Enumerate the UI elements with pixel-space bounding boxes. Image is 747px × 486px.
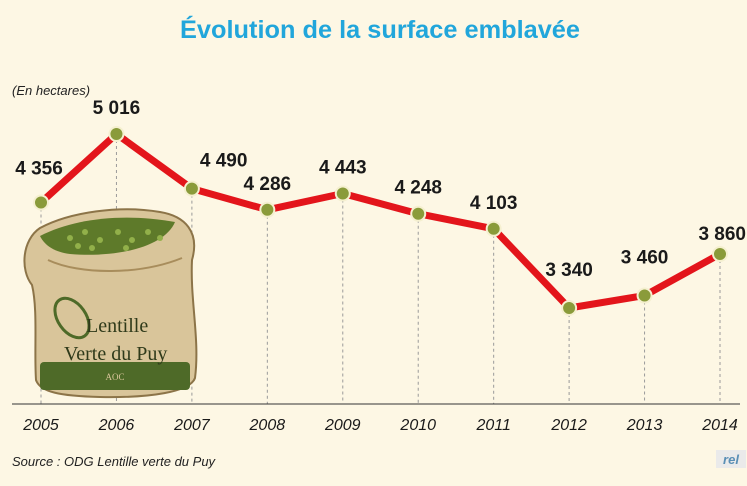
series-line [37, 130, 724, 312]
x-tick-label: 2012 [550, 417, 587, 434]
data-label: 3 860 [698, 224, 746, 245]
x-tick-label: 2005 [22, 417, 59, 434]
x-tick-label: 2009 [324, 417, 361, 434]
data-point [561, 300, 578, 316]
watermark-badge [716, 450, 746, 468]
data-point [636, 287, 653, 304]
x-tick-label: 2011 [475, 417, 510, 434]
data-label: 4 356 [15, 159, 63, 180]
x-tick-label: 2010 [399, 417, 436, 434]
x-tick-label: 2007 [173, 417, 211, 434]
data-points [33, 126, 728, 316]
source-note: Source : ODG Lentille verte du Puy [12, 454, 217, 469]
x-tick-label: 2014 [701, 417, 738, 434]
data-point [712, 246, 728, 263]
unit-label: (En hectares) [12, 83, 90, 98]
watermark: rel [723, 452, 739, 467]
data-point [108, 126, 125, 142]
data-label: 4 443 [319, 157, 367, 178]
x-tick-label: 2008 [249, 417, 286, 434]
data-label: 5 016 [93, 98, 141, 119]
sack-label-line3: AOC [105, 372, 124, 382]
data-point [334, 185, 351, 202]
x-tick-labels: 2005 2006 2007 2008 2009 2010 2011 2012 2013 2014 [12, 403, 740, 434]
data-point [33, 194, 49, 211]
data-label: 4 248 [394, 178, 442, 199]
sack-label-line2: Verte du Puy [64, 343, 167, 365]
data-label: 4 490 [200, 151, 248, 172]
data-point [485, 220, 502, 237]
data-point [410, 205, 427, 222]
chart-title: Évolution de la surface emblavée [180, 15, 580, 44]
x-tick-label: 2013 [626, 417, 663, 434]
data-label: 3 340 [545, 260, 593, 281]
lentil-sack-icon [23, 208, 198, 399]
data-label: 4 103 [470, 193, 518, 214]
data-point [259, 201, 276, 218]
sack-label-line1: Lentille [86, 315, 148, 337]
x-tick-label: 2006 [98, 417, 135, 434]
data-label: 3 460 [621, 248, 669, 269]
data-point [183, 180, 200, 197]
data-label: 4 286 [244, 174, 292, 195]
